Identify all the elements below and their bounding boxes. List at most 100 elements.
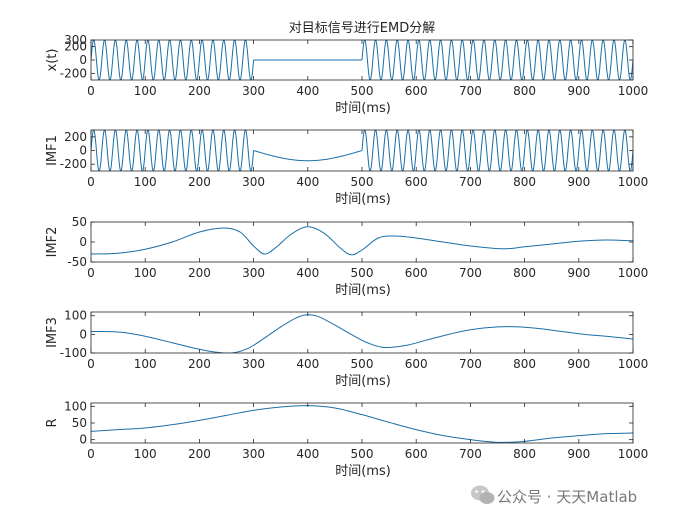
x-tick-label: 1000 bbox=[618, 266, 649, 280]
x-tick-label: 800 bbox=[513, 175, 536, 189]
x-tick-label: 600 bbox=[405, 447, 428, 461]
x-axis-label: 时间(ms) bbox=[335, 192, 391, 207]
x-tick-label: 1000 bbox=[618, 357, 649, 371]
x-tick-label: 100 bbox=[134, 357, 157, 371]
watermark-text: 公众号 · 天天Matlab bbox=[497, 488, 637, 506]
x-tick-label: 700 bbox=[459, 175, 482, 189]
x-tick-label: 900 bbox=[567, 447, 590, 461]
y-axis-label: IMF1 bbox=[45, 135, 60, 166]
x-tick-label: 0 bbox=[87, 84, 95, 98]
x-tick-label: 400 bbox=[296, 357, 319, 371]
series-line-segment bbox=[91, 40, 255, 80]
x-tick-label: 700 bbox=[459, 447, 482, 461]
x-tick-label: 1000 bbox=[618, 447, 649, 461]
x-tick-label: 200 bbox=[188, 447, 211, 461]
x-tick-label: 0 bbox=[87, 447, 95, 461]
x-tick-label: 0 bbox=[87, 357, 95, 371]
subplot-3: 0 100 200 300 400 500 600 700 800 900 1000500-50时间… bbox=[45, 215, 648, 298]
x-tick-label: 1000 bbox=[618, 84, 649, 98]
x-tick-label: 600 bbox=[405, 266, 428, 280]
x-tick-label: 0 bbox=[87, 266, 95, 280]
x-tick-label: 200 bbox=[188, 266, 211, 280]
y-tick-label: -50 bbox=[67, 255, 87, 269]
axes-box bbox=[90, 402, 634, 444]
x-tick-label: 100 bbox=[134, 84, 157, 98]
figure-title: 对目标信号进行EMD分解 bbox=[289, 21, 435, 36]
wechat-icon bbox=[471, 485, 495, 504]
x-tick-label: 600 bbox=[405, 175, 428, 189]
series-group bbox=[91, 130, 633, 171]
subplot-4: 0 100 200 300 400 500 600 700 800 900 10001000-100… bbox=[45, 309, 648, 389]
watermark: 公众号 · 天天Matlab bbox=[471, 485, 637, 506]
x-tick-label: 1000 bbox=[618, 175, 649, 189]
series-group bbox=[91, 314, 633, 353]
subplot-1: 0 100 200 300 400 500 600 700 800 900 10003002000-… bbox=[45, 33, 648, 116]
y-axis-label: IMF3 bbox=[45, 317, 60, 348]
x-tick-label: 300 bbox=[242, 175, 265, 189]
x-tick-label: 900 bbox=[567, 357, 590, 371]
x-tick-label: 800 bbox=[513, 357, 536, 371]
x-tick-label: 400 bbox=[296, 447, 319, 461]
x-tick-label: 300 bbox=[242, 266, 265, 280]
x-tick-label: 500 bbox=[351, 84, 374, 98]
x-tick-label: 500 bbox=[351, 357, 374, 371]
x-tick-label: 300 bbox=[242, 84, 265, 98]
axes-box bbox=[90, 311, 634, 354]
series-line bbox=[91, 226, 633, 256]
x-tick-label: 100 bbox=[134, 447, 157, 461]
subplots: 0 100 200 300 400 500 600 700 800 900 10003002000-… bbox=[45, 33, 648, 479]
y-tick-label: 0 bbox=[79, 433, 87, 447]
y-tick-label: -100 bbox=[60, 346, 87, 360]
x-tick-label: 100 bbox=[134, 266, 157, 280]
y-axis-label: R bbox=[45, 418, 60, 427]
x-tick-label: 600 bbox=[405, 84, 428, 98]
series-group bbox=[91, 40, 633, 80]
y-axis-label: IMF2 bbox=[45, 227, 60, 258]
x-tick-label: 0 bbox=[87, 175, 95, 189]
x-tick-label: 800 bbox=[513, 266, 536, 280]
x-tick-label: 100 bbox=[134, 175, 157, 189]
subplot-2: 0 100 200 300 400 500 600 700 800 900 10002000-200… bbox=[45, 129, 649, 207]
x-tick-label: 900 bbox=[567, 84, 590, 98]
x-axis-label: 时间(ms) bbox=[335, 464, 391, 479]
y-axis-label: x(t) bbox=[45, 49, 60, 72]
x-tick-label: 200 bbox=[188, 84, 211, 98]
x-tick-label: 300 bbox=[242, 357, 265, 371]
x-axis-label: 时间(ms) bbox=[335, 101, 391, 116]
x-tick-label: 700 bbox=[459, 357, 482, 371]
y-tick-label: 300 bbox=[64, 33, 87, 47]
x-tick-label: 900 bbox=[567, 266, 590, 280]
x-tick-label: 400 bbox=[296, 84, 319, 98]
x-tick-label: 400 bbox=[296, 266, 319, 280]
y-tick-label: 50 bbox=[72, 215, 87, 229]
subplot-5: 0 100 200 300 400 500 600 700 800 900 1000100500时间… bbox=[45, 399, 648, 479]
x-tick-label: 500 bbox=[351, 266, 374, 280]
series-line-segment bbox=[361, 40, 633, 80]
y-tick-label: 100 bbox=[64, 309, 87, 323]
series-line bbox=[91, 314, 633, 353]
x-tick-label: 800 bbox=[513, 447, 536, 461]
x-tick-label: 300 bbox=[242, 447, 265, 461]
y-tick-label: 200 bbox=[64, 130, 87, 144]
y-tick-label: 200 bbox=[64, 40, 87, 54]
x-axis-label: 时间(ms) bbox=[335, 283, 391, 298]
x-tick-label: 500 bbox=[351, 175, 374, 189]
series-line-segment bbox=[361, 130, 633, 171]
x-tick-label: 600 bbox=[405, 357, 428, 371]
x-tick-label: 200 bbox=[188, 175, 211, 189]
x-tick-label: 800 bbox=[513, 84, 536, 98]
x-tick-label: 700 bbox=[459, 266, 482, 280]
x-tick-label: 500 bbox=[351, 447, 374, 461]
y-tick-label: 0 bbox=[79, 327, 87, 341]
y-tick-label: 0 bbox=[79, 144, 87, 158]
series-group bbox=[91, 405, 633, 443]
x-tick-label: 900 bbox=[567, 175, 590, 189]
x-axis-label: 时间(ms) bbox=[335, 374, 391, 389]
series-line-segment bbox=[91, 130, 255, 171]
y-tick-label: 100 bbox=[64, 399, 87, 413]
x-tick-label: 400 bbox=[296, 175, 319, 189]
y-tick-label: -200 bbox=[60, 66, 87, 80]
y-tick-label: 50 bbox=[72, 416, 87, 430]
y-tick-label: 0 bbox=[79, 235, 87, 249]
